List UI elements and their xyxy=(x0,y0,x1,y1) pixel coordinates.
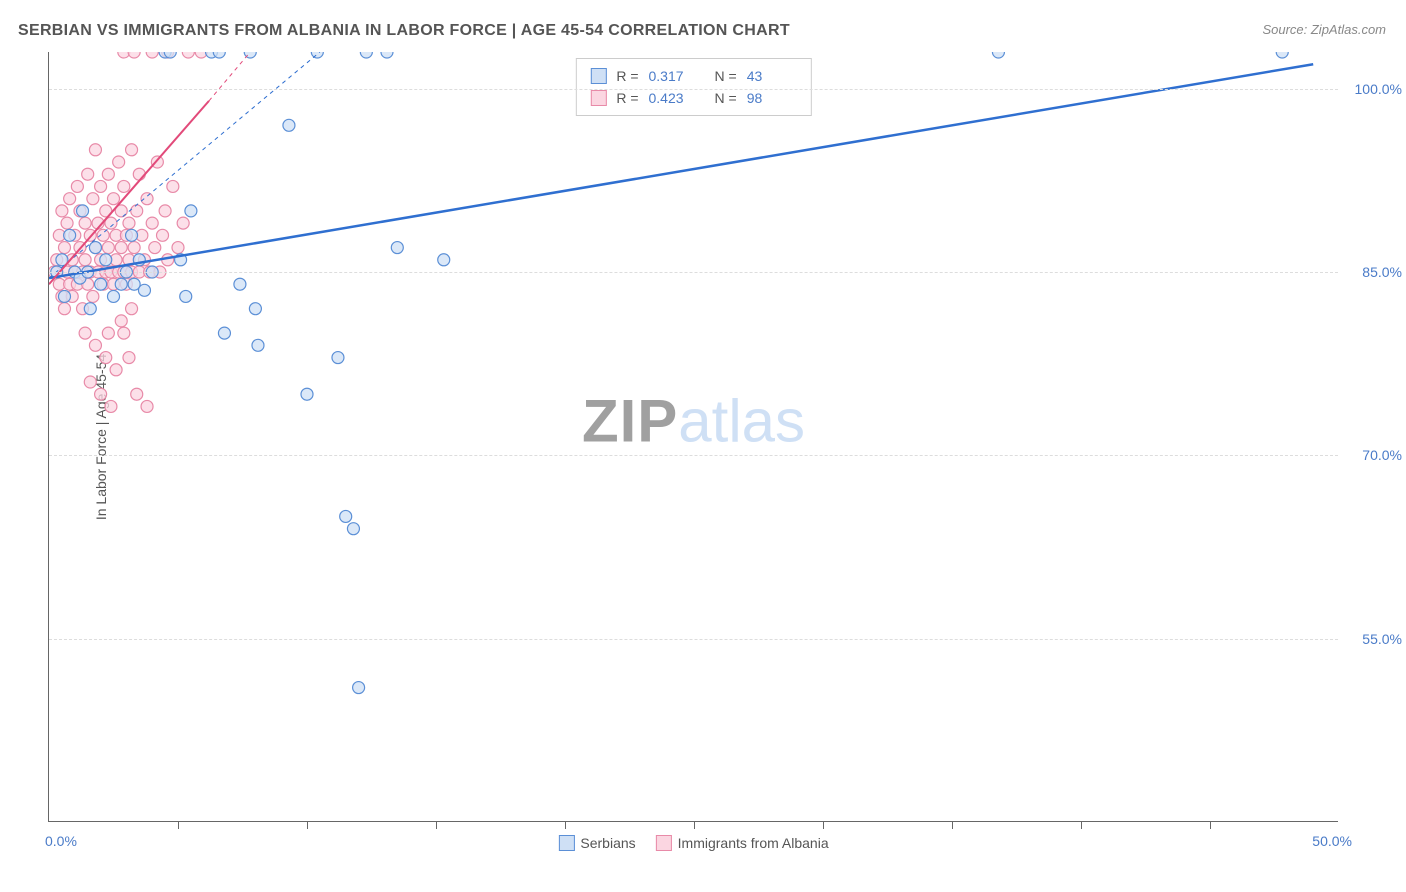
x-tick xyxy=(178,821,179,829)
legend-label-serbians: Serbians xyxy=(580,835,635,851)
x-tick xyxy=(436,821,437,829)
x-axis-min-label: 0.0% xyxy=(45,833,77,849)
r-label: R = xyxy=(616,87,638,109)
n-value-albania: 98 xyxy=(747,87,797,109)
y-tick-label: 70.0% xyxy=(1362,447,1402,463)
scatter-svg xyxy=(49,52,1339,822)
legend-item-albania: Immigrants from Albania xyxy=(656,835,829,851)
x-tick xyxy=(307,821,308,829)
correlation-legend: R = 0.317 N = 43 R = 0.423 N = 98 xyxy=(575,58,811,116)
swatch-serbians-bottom xyxy=(558,835,574,851)
x-axis-max-label: 50.0% xyxy=(1312,833,1352,849)
n-label: N = xyxy=(715,87,737,109)
swatch-albania xyxy=(590,90,606,106)
legend-row-albania: R = 0.423 N = 98 xyxy=(590,87,796,109)
y-tick-label: 55.0% xyxy=(1362,631,1402,647)
gridline xyxy=(49,272,1338,273)
source-attribution: Source: ZipAtlas.com xyxy=(1262,22,1386,37)
r-label: R = xyxy=(616,65,638,87)
x-tick xyxy=(694,821,695,829)
n-value-serbians: 43 xyxy=(747,65,797,87)
gridline xyxy=(49,455,1338,456)
r-value-albania: 0.423 xyxy=(649,87,699,109)
x-tick xyxy=(952,821,953,829)
chart-title: SERBIAN VS IMMIGRANTS FROM ALBANIA IN LA… xyxy=(18,22,790,40)
y-tick-label: 100.0% xyxy=(1355,81,1402,97)
x-tick xyxy=(823,821,824,829)
legend-label-albania: Immigrants from Albania xyxy=(678,835,829,851)
legend-row-serbians: R = 0.317 N = 43 xyxy=(590,65,796,87)
gridline xyxy=(49,89,1338,90)
x-tick xyxy=(1081,821,1082,829)
x-tick xyxy=(565,821,566,829)
x-tick xyxy=(1210,821,1211,829)
legend-item-serbians: Serbians xyxy=(558,835,635,851)
chart-container: In Labor Force | Age 45-54 ZIPatlas R = … xyxy=(48,52,1338,822)
plot-area: ZIPatlas R = 0.317 N = 43 R = 0.423 N = … xyxy=(48,52,1338,822)
swatch-albania-bottom xyxy=(656,835,672,851)
gridline xyxy=(49,639,1338,640)
y-tick-label: 85.0% xyxy=(1362,264,1402,280)
n-label: N = xyxy=(715,65,737,87)
series-legend: Serbians Immigrants from Albania xyxy=(558,835,828,851)
swatch-serbians xyxy=(590,68,606,84)
r-value-serbians: 0.317 xyxy=(649,65,699,87)
